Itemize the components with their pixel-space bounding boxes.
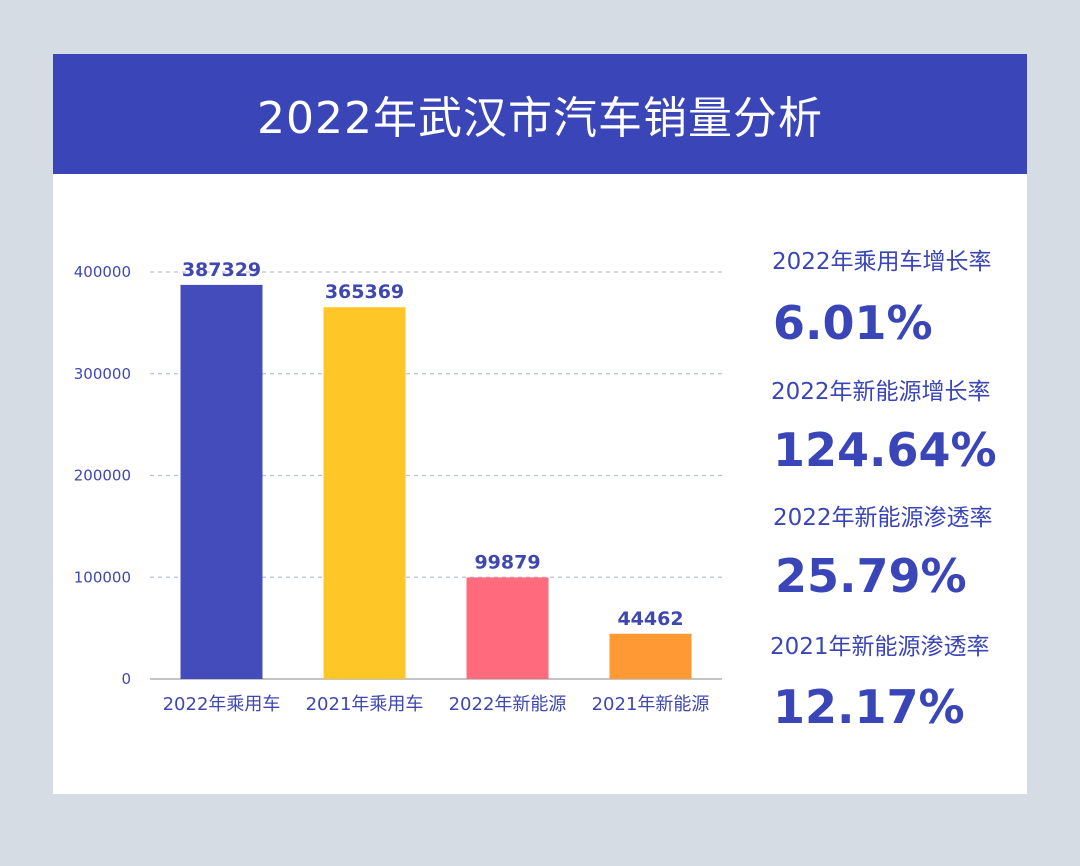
data-label: 99879: [474, 551, 540, 573]
y-tick-label: 0: [121, 670, 131, 688]
x-category-label: 2021年乘用车: [306, 694, 424, 715]
stat-label-2: 2022年新能源渗透率: [773, 505, 993, 531]
x-category-label: 2022年乘用车: [163, 694, 281, 715]
stat-value-3: 12.17%: [773, 680, 965, 734]
stat-value-1: 124.64%: [773, 423, 997, 477]
y-tick-label: 200000: [74, 467, 131, 485]
y-tick-label: 100000: [74, 568, 131, 586]
x-category-label: 2022年新能源: [449, 694, 567, 715]
bar: [466, 577, 549, 679]
data-label: 365369: [325, 281, 404, 303]
stat-value-2: 25.79%: [775, 549, 967, 603]
y-tick-label: 400000: [74, 263, 131, 281]
stat-label-0: 2022年乘用车增长率: [772, 249, 992, 275]
page-title: 2022年武汉市汽车销量分析: [257, 93, 823, 144]
bar: [609, 633, 692, 679]
bar: [180, 284, 263, 679]
data-label: 387329: [182, 259, 261, 281]
title-banner: 2022年武汉市汽车销量分析: [53, 54, 1027, 174]
stat-label-1: 2022年新能源增长率: [771, 379, 991, 405]
data-label: 44462: [617, 608, 683, 630]
stat-value-0: 6.01%: [773, 296, 933, 350]
x-category-label: 2021年新能源: [592, 694, 710, 715]
y-tick-label: 300000: [74, 365, 131, 383]
bar: [323, 307, 406, 679]
stat-label-3: 2021年新能源渗透率: [770, 634, 990, 660]
